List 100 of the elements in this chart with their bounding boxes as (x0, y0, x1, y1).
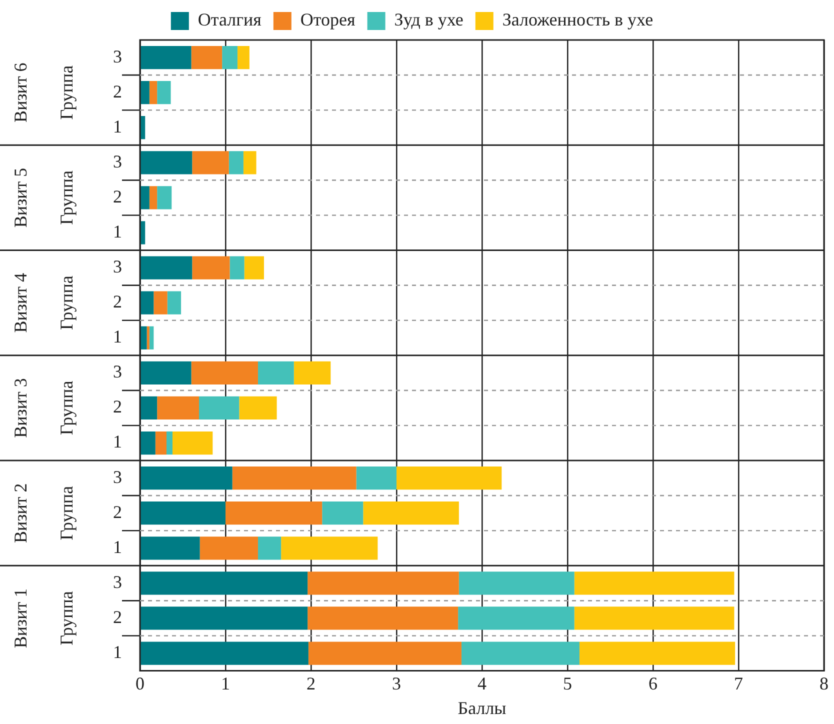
bar (243, 151, 256, 174)
bar (363, 502, 459, 525)
bar (579, 642, 736, 665)
bar (232, 466, 356, 490)
x-tick-label: 1 (221, 673, 230, 694)
y-tick-label: 3 (113, 572, 122, 592)
bar (222, 46, 238, 70)
y-tick-label: 2 (113, 502, 122, 522)
text: Группа (56, 65, 77, 120)
bar (574, 606, 734, 630)
bar (140, 502, 226, 525)
y-tick-label: 2 (113, 292, 122, 312)
bar (191, 46, 222, 70)
y-tick-label: 1 (113, 536, 122, 557)
bar (140, 642, 308, 665)
text: Визит 4 (10, 272, 31, 333)
x-tick-label: 5 (563, 673, 572, 694)
bar (226, 502, 322, 525)
x-axis-title: Баллы (458, 698, 506, 718)
bar (166, 431, 172, 455)
bar (294, 361, 331, 384)
bar (155, 431, 167, 455)
text: Визит 2 (10, 483, 31, 543)
x-tick-label: 2 (306, 673, 316, 694)
y-tick-label: 1 (113, 116, 122, 136)
bar (239, 396, 277, 420)
legend-label: Заложенность в ухе (502, 10, 654, 30)
bar (140, 221, 146, 244)
y-tick-label: 1 (113, 326, 122, 347)
bar (308, 606, 458, 630)
bar (140, 572, 308, 595)
bar (140, 606, 308, 630)
bar (396, 466, 502, 490)
bar (157, 396, 199, 420)
bar (140, 536, 200, 560)
x-tick-label: 6 (648, 673, 658, 694)
bar (157, 186, 172, 210)
text: Группа (56, 486, 77, 540)
bar (172, 431, 213, 455)
legend-label: Зуд в ухе (394, 10, 464, 30)
bar (191, 361, 258, 384)
bar (140, 396, 158, 420)
y-tick-label: 2 (113, 81, 122, 102)
bar (140, 361, 192, 384)
text: Визит 1 (10, 588, 31, 648)
bar (228, 151, 244, 174)
bar (140, 151, 192, 174)
text: Группа (56, 591, 77, 646)
bar (140, 186, 150, 210)
bar (308, 572, 459, 595)
text: Визит 5 (10, 168, 31, 228)
text: Визит 3 (10, 378, 31, 438)
x-tick-label: 3 (392, 673, 401, 694)
bar (200, 536, 258, 560)
y-tick-label: 1 (113, 642, 122, 662)
bar (140, 466, 232, 490)
text: Визит 6 (10, 62, 31, 122)
legend-label: Оталгия (198, 10, 262, 30)
y-tick-label: 3 (113, 362, 122, 382)
bar (308, 642, 462, 665)
bar (244, 256, 264, 280)
bar (167, 291, 182, 314)
bar (461, 642, 580, 665)
bar (140, 256, 192, 280)
x-tick-label: 8 (820, 673, 828, 694)
x-tick-label: 4 (478, 673, 486, 694)
bar (146, 326, 150, 350)
bar (140, 431, 156, 455)
bar (140, 81, 150, 104)
x-tick-label: 0 (136, 673, 144, 694)
bar (192, 151, 229, 174)
bar (149, 186, 158, 210)
y-tick-label: 2 (113, 606, 122, 627)
bar (140, 326, 147, 350)
bar (574, 572, 734, 595)
y-tick-label: 3 (113, 46, 122, 66)
text: Группа (56, 170, 77, 225)
bar (237, 46, 250, 70)
bar (140, 46, 192, 70)
bar (322, 502, 364, 525)
bar (149, 81, 158, 104)
bar (458, 606, 574, 630)
bar (149, 326, 154, 350)
bar (356, 466, 396, 490)
bar (230, 256, 244, 280)
y-tick-label: 3 (113, 256, 122, 277)
bar (192, 256, 230, 280)
bar (198, 396, 240, 420)
y-tick-label: 3 (113, 466, 122, 487)
bar (458, 572, 574, 595)
bar (154, 291, 168, 314)
bar (140, 291, 154, 314)
bar (258, 536, 282, 560)
bar (281, 536, 378, 560)
y-tick-label: 1 (113, 221, 122, 242)
text: Группа (56, 276, 77, 330)
bar (157, 81, 171, 104)
bar (258, 361, 294, 384)
x-tick-label: 7 (734, 673, 743, 694)
y-tick-label: 2 (113, 186, 122, 206)
